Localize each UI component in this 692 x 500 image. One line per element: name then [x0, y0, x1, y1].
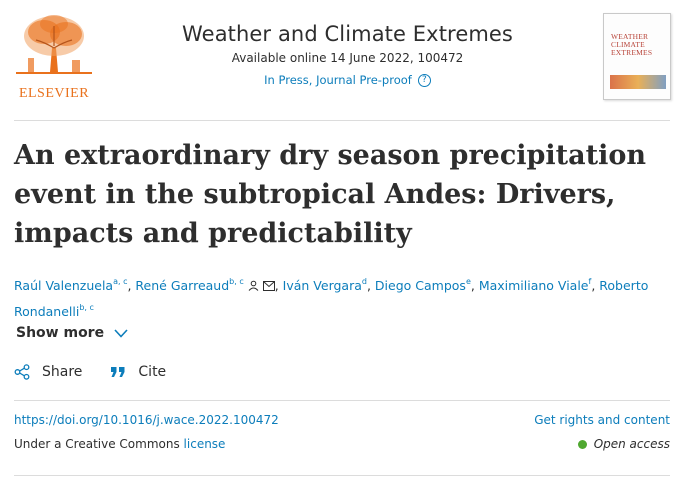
- author-link[interactable]: Roberto Rondanelli: [14, 278, 649, 319]
- author-link[interactable]: Iván Vergara: [282, 278, 362, 293]
- elsevier-logo[interactable]: ELSEVIER: [14, 12, 94, 101]
- show-more-label: Show more: [16, 325, 105, 341]
- share-icon: [14, 364, 30, 380]
- author-list: Raúl Valenzuelaa, c, René Garreaudb, c ,…: [14, 276, 649, 319]
- cover-image: [610, 75, 666, 89]
- quote-icon: [111, 367, 125, 377]
- author-link[interactable]: Raúl Valenzuela: [14, 278, 114, 293]
- author-affiliation[interactable]: d: [361, 277, 367, 286]
- chevron-down-icon: [114, 328, 128, 338]
- open-access-icon: [577, 439, 587, 449]
- share-label: Share: [42, 364, 83, 380]
- article-actions: Share Cite: [14, 364, 166, 380]
- cite-label: Cite: [138, 364, 167, 380]
- share-button[interactable]: Share: [14, 364, 82, 380]
- journal-info: Weather and Climate Extremes Available o…: [150, 22, 545, 89]
- author-affiliation[interactable]: f: [588, 277, 592, 286]
- open-access-badge: Open access: [577, 437, 670, 451]
- actions-divider: [14, 400, 670, 401]
- cite-button[interactable]: Cite: [110, 364, 166, 380]
- rights-link[interactable]: Get rights and content: [534, 413, 670, 427]
- journal-title[interactable]: Weather and Climate Extremes: [182, 22, 513, 46]
- license-info: Under a Creative Commons license: [14, 437, 225, 451]
- license-link[interactable]: license: [183, 437, 226, 451]
- author-affiliation[interactable]: e: [465, 277, 471, 286]
- elsevier-wordmark: ELSEVIER: [18, 86, 90, 101]
- cover-title: WEATHER CLIMATE EXTREMES: [611, 32, 653, 57]
- person-icon[interactable]: [248, 276, 259, 297]
- article-title: An extraordinary dry season precipitatio…: [14, 140, 647, 249]
- journal-header: ELSEVIER Weather and Climate Extremes Av…: [0, 0, 692, 120]
- status-label: In Press, Journal Pre-proof: [264, 73, 412, 87]
- header-divider: [14, 120, 670, 121]
- doi-link[interactable]: https://doi.org/10.1016/j.wace.2022.1004…: [14, 413, 279, 427]
- footer-divider: [14, 475, 670, 476]
- author-link[interactable]: Diego Campos: [374, 278, 466, 293]
- author-link[interactable]: Maximiliano Viale: [478, 278, 589, 293]
- show-more-button[interactable]: Show more: [16, 325, 128, 341]
- help-icon[interactable]: ?: [417, 73, 431, 87]
- journal-cover[interactable]: WEATHER CLIMATE EXTREMES: [603, 13, 671, 100]
- author-affiliation[interactable]: b, c: [79, 303, 94, 312]
- author-affiliation[interactable]: a, c: [113, 277, 128, 286]
- license-prefix: Under a Creative Commons: [14, 437, 184, 451]
- open-access-label: Open access: [593, 437, 670, 451]
- author-affiliation[interactable]: b, c: [229, 277, 244, 286]
- availability-date: Available online 14 June 2022, 100472: [231, 51, 464, 65]
- author-link[interactable]: René Garreaud: [135, 278, 230, 293]
- envelope-icon[interactable]: [262, 276, 275, 297]
- elsevier-tree-icon: [16, 15, 92, 74]
- article-status[interactable]: In Press, Journal Pre-proof ?: [264, 73, 431, 87]
